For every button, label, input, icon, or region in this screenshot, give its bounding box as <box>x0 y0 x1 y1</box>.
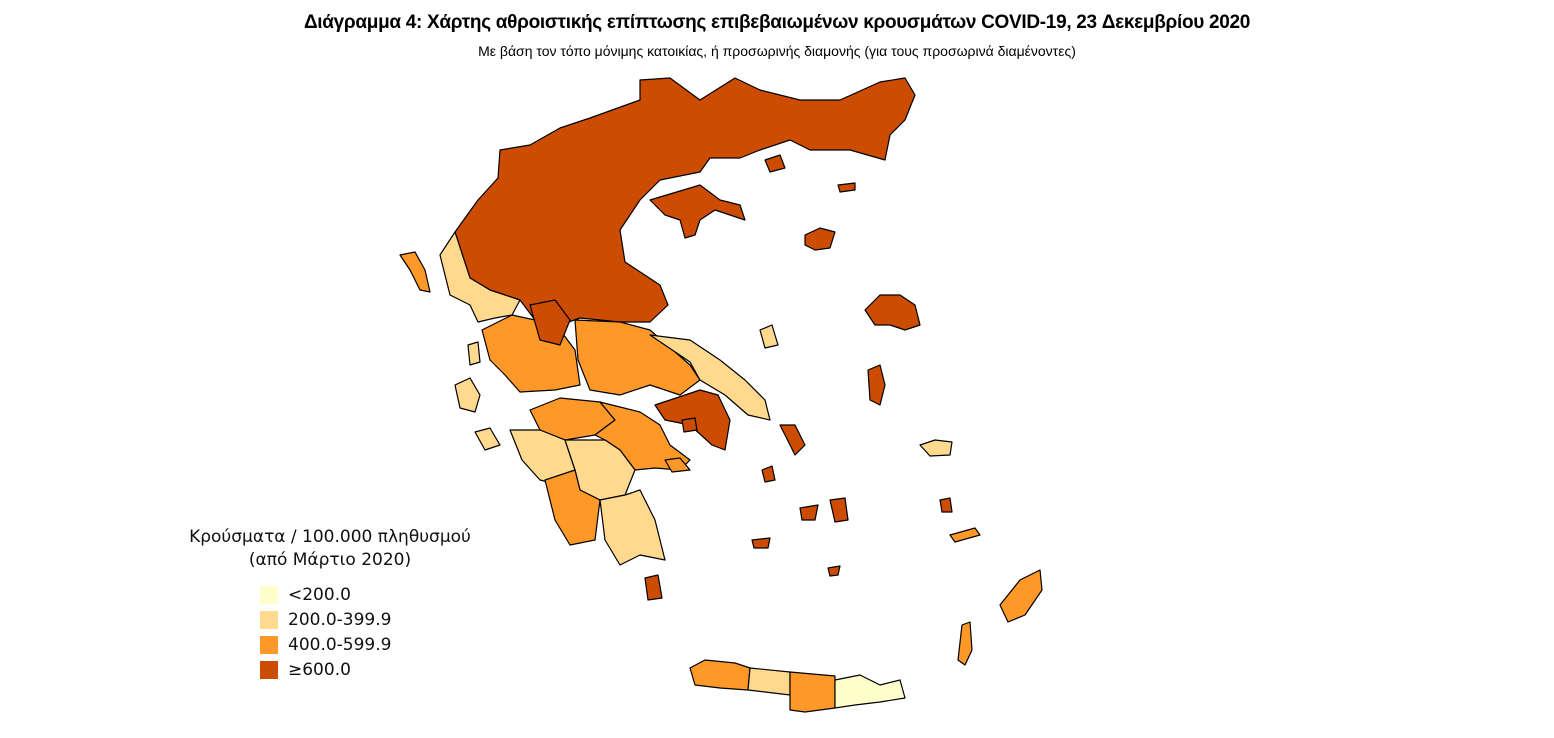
region-euboea <box>649 334 771 421</box>
region-chania <box>689 659 751 691</box>
legend-title-line1: Κρούσματα / 100.000 πληθυσμού <box>189 527 471 547</box>
region-thasos <box>764 154 786 173</box>
region-paros <box>799 504 819 521</box>
region-korinthia-argolida <box>594 401 691 471</box>
region-zakynthos <box>474 427 501 451</box>
region-messinia <box>544 469 601 546</box>
region-kos <box>949 527 981 543</box>
region-karpathos <box>957 621 973 666</box>
region-naxos <box>829 497 849 523</box>
legend: Κρούσματα / 100.000 πληθυσμού (από Μάρτι… <box>160 526 500 682</box>
region-milos <box>751 537 771 549</box>
region-heraklion <box>789 671 836 713</box>
map-subtitle: Με βάση τον τόπο μόνιμης κατοικίας, ή πρ… <box>478 43 1076 59</box>
legend-swatch <box>260 585 278 604</box>
region-andros <box>779 424 806 456</box>
region-rethymno <box>747 667 791 696</box>
region-ikaria-samos <box>919 439 953 457</box>
legend-item: <200.0 <box>260 582 500 607</box>
region-lefkada <box>467 341 481 366</box>
region-syros <box>761 465 776 483</box>
region-lakonia <box>599 489 666 566</box>
region-limnos <box>804 227 836 251</box>
legend-title-line2: (από Μάρτιο 2020) <box>248 550 412 570</box>
region-chios <box>867 364 886 406</box>
region-saronic <box>664 457 691 473</box>
region-sporades <box>759 324 779 349</box>
region-chalkidiki <box>649 184 746 239</box>
region-rhodes <box>999 569 1043 623</box>
region-salamina <box>681 417 698 433</box>
region-samothraki <box>837 182 856 193</box>
region-kythira <box>644 574 663 601</box>
legend-label: 400.0-599.9 <box>288 634 392 655</box>
legend-swatch <box>260 610 278 629</box>
legend-swatch <box>260 635 278 654</box>
legend-label: 200.0-399.9 <box>288 609 392 630</box>
legend-label: <200.0 <box>288 584 351 605</box>
region-fthiotida <box>574 319 701 396</box>
region-santorini <box>827 565 841 577</box>
legend-title: Κρούσματα / 100.000 πληθυσμού (από Μάρτι… <box>160 526 500 572</box>
region-corfu <box>399 251 431 293</box>
region-kefalonia <box>454 377 481 413</box>
legend-label: ≥600.0 <box>288 659 351 680</box>
legend-item: 200.0-399.9 <box>260 607 500 632</box>
legend-swatch <box>260 660 278 679</box>
region-lasithi <box>834 674 906 709</box>
map-title: Διάγραμμα 4: Χάρτης αθροιστικής επίπτωση… <box>303 12 1251 33</box>
region-karditsa <box>529 299 571 346</box>
legend-item: ≥600.0 <box>260 657 500 682</box>
region-leros <box>939 497 953 513</box>
region-lesvos <box>864 294 921 331</box>
legend-item: 400.0-599.9 <box>260 632 500 657</box>
